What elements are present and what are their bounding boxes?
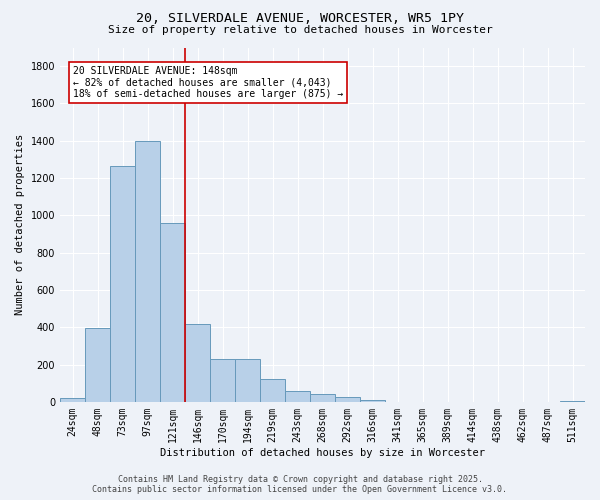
Text: Contains HM Land Registry data © Crown copyright and database right 2025.
Contai: Contains HM Land Registry data © Crown c… [92,474,508,494]
Bar [235,359,260,402]
Bar [210,359,235,402]
Bar [60,398,85,402]
Bar [335,397,360,402]
Y-axis label: Number of detached properties: Number of detached properties [15,134,25,316]
Bar [260,380,285,402]
Bar [360,400,385,402]
Text: Size of property relative to detached houses in Worcester: Size of property relative to detached ho… [107,25,493,35]
Text: 20 SILVERDALE AVENUE: 148sqm
← 82% of detached houses are smaller (4,043)
18% of: 20 SILVERDALE AVENUE: 148sqm ← 82% of de… [73,66,343,100]
Bar [135,140,160,402]
Text: 20, SILVERDALE AVENUE, WORCESTER, WR5 1PY: 20, SILVERDALE AVENUE, WORCESTER, WR5 1P… [136,12,464,26]
Bar [560,401,585,402]
Bar [285,390,310,402]
Bar [185,324,210,402]
Bar [160,223,185,402]
Bar [85,328,110,402]
X-axis label: Distribution of detached houses by size in Worcester: Distribution of detached houses by size … [160,448,485,458]
Bar [110,166,135,402]
Bar [310,394,335,402]
